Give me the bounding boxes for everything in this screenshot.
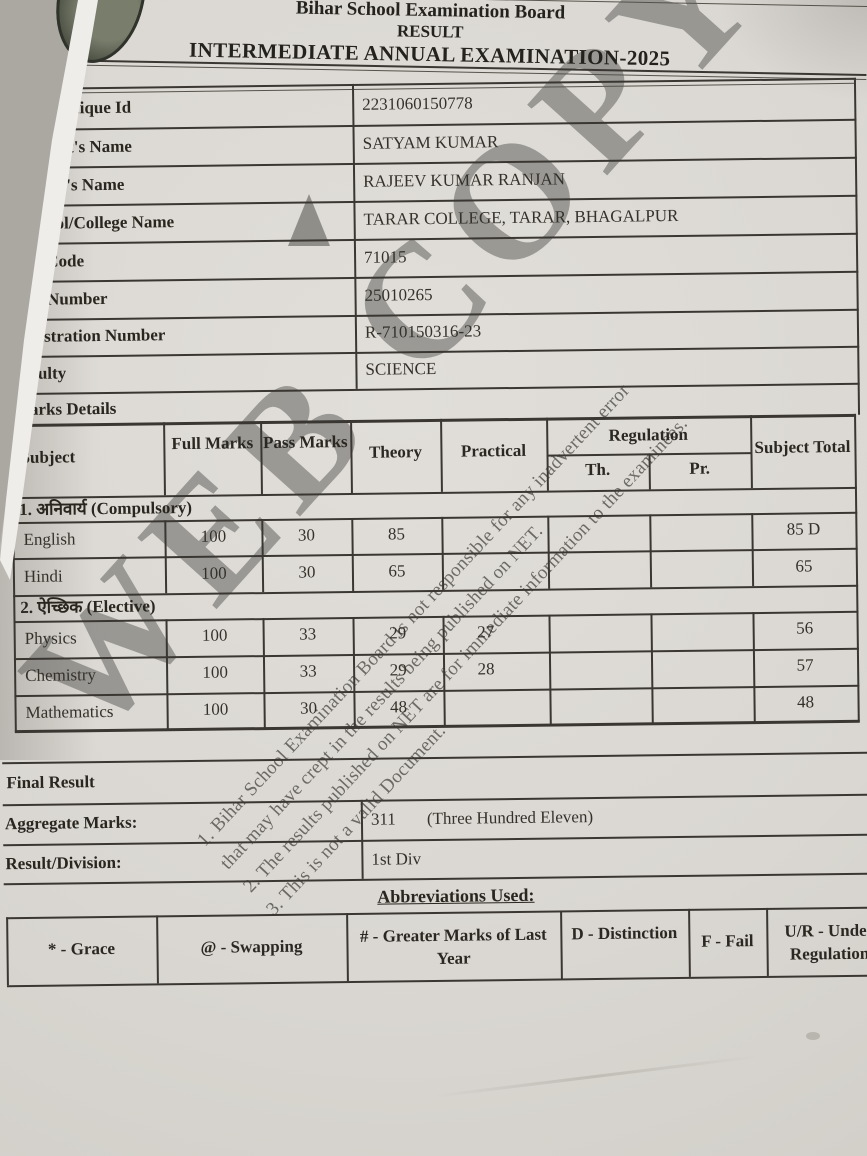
col-line <box>560 910 563 979</box>
abbrev-fail: F - Fail <box>701 931 754 951</box>
faculty-value: SCIENCE <box>365 358 437 379</box>
col-header-subject-total: Subject Total <box>754 436 851 458</box>
abbrev-table-top <box>6 906 867 920</box>
row-line <box>12 547 858 561</box>
registration-number-value: R-710150316-23 <box>364 321 482 342</box>
aggregate-marks-value: 311 <box>370 809 396 829</box>
result-division-label: Result/Division: <box>5 852 122 874</box>
abbrev-swapping: @ - Swapping <box>200 936 303 957</box>
row-line <box>0 156 857 170</box>
subject-name: English <box>23 529 76 549</box>
abbrev-greater-marks: # - Greater Marks of Last Year <box>359 924 547 968</box>
marks-table-bottom <box>14 719 860 734</box>
abbrev-grace: * - Grace <box>47 938 116 959</box>
col-line <box>766 907 769 976</box>
row-line <box>1 382 860 396</box>
theory-marks: 85 <box>387 524 406 544</box>
subject-total: 57 <box>796 655 814 675</box>
row-line <box>3 833 867 847</box>
full-marks: 100 <box>200 526 227 546</box>
col-header-pass-marks: Pass Marks <box>262 432 348 453</box>
subject-total: 85 D <box>786 519 821 539</box>
roll-code-value: 71015 <box>363 247 407 267</box>
row-line <box>14 684 860 698</box>
paper-smudge <box>806 1032 820 1040</box>
col-header-theory: Theory <box>368 442 423 462</box>
aggregate-marks-words: (Three Hundred Eleven) <box>426 807 594 829</box>
abbrev-table-bottom <box>6 974 867 988</box>
practical-marks: 28 <box>477 659 495 679</box>
roll-number-value: 25010265 <box>364 284 433 305</box>
full-marks: 100 <box>202 699 229 719</box>
marks-table-right <box>854 413 860 722</box>
section-compulsory: 1. अनिवार्य (Compulsory) <box>19 497 193 520</box>
col-header-regulation: Regulation <box>608 424 689 445</box>
theory-marks: 48 <box>389 697 408 717</box>
subject-total: 48 <box>796 692 815 712</box>
final-result-label: Final Result <box>6 772 95 793</box>
subject-total: 56 <box>796 618 814 638</box>
subject-name: Hindi <box>23 566 63 586</box>
col-header-reg-pr: Pr. <box>689 458 711 478</box>
unique-id-value: 2231060150778 <box>362 93 473 114</box>
col-line <box>548 614 552 726</box>
col-line <box>650 613 654 725</box>
pass-marks: 33 <box>299 624 317 644</box>
row-line <box>1 345 860 359</box>
full-marks: 100 <box>202 662 228 682</box>
full-marks: 100 <box>201 563 227 583</box>
row-line <box>3 872 867 886</box>
corner-shade <box>687 0 867 120</box>
info-value-divider <box>351 83 358 389</box>
abbrev-under-regulation: U/R - Under Regulation <box>784 920 867 964</box>
row-line <box>0 232 858 246</box>
pass-marks: 30 <box>297 525 316 545</box>
col-header-practical: Practical <box>460 440 527 461</box>
abbrev-distinction: D - Distinction <box>571 923 678 944</box>
full-marks: 100 <box>201 625 228 645</box>
subject-total: 65 <box>795 556 813 576</box>
result-division-value: 1st Div <box>371 849 422 869</box>
subject-name: Mathematics <box>25 701 114 722</box>
subject-name: Chemistry <box>25 665 97 685</box>
row-line <box>2 793 867 807</box>
student-name-value: SATYAM KUMAR <box>362 132 499 153</box>
row-line <box>0 118 857 132</box>
pass-marks: 30 <box>298 562 316 582</box>
col-header-full-marks: Full Marks <box>171 433 254 454</box>
school-college-value: TARAR COLLEGE, TARAR, BHAGALPUR <box>363 205 679 229</box>
col-header-reg-th: Th. <box>585 459 611 480</box>
row-line <box>13 647 859 661</box>
theory-marks: 29 <box>389 660 407 680</box>
row-line <box>0 270 859 284</box>
col-line <box>346 913 349 982</box>
theory-marks: 29 <box>389 623 407 643</box>
row-line <box>0 194 858 208</box>
subject-name: Physics <box>24 628 77 648</box>
pass-marks: 30 <box>299 698 318 718</box>
pass-marks: 33 <box>299 661 317 681</box>
abbreviations-title: Abbreviations Used: <box>377 884 535 907</box>
row-line <box>2 751 867 765</box>
theory-marks: 65 <box>388 561 406 581</box>
info-table-right <box>853 77 861 415</box>
row-line <box>0 308 859 322</box>
practical-marks: 27 <box>477 622 495 642</box>
father-name-value: RAJEEV KUMAR RANJAN <box>363 169 566 191</box>
section-elective: 2. ऐच्छिक (Elective) <box>20 596 156 618</box>
aggregate-marks-label: Aggregate Marks: <box>4 812 138 834</box>
